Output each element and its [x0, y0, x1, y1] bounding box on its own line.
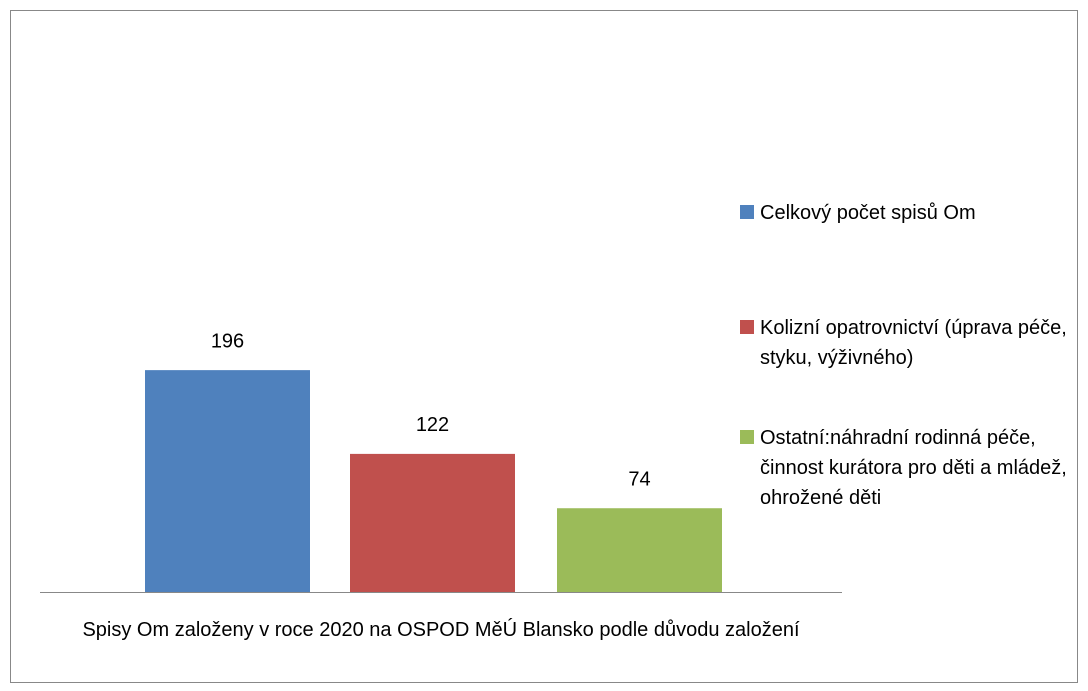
legend-swatch	[740, 430, 754, 444]
bar	[145, 370, 310, 592]
data-label: 122	[416, 414, 449, 436]
legend-label: Ostatní:náhradní rodinná péče, činnost k…	[760, 427, 1067, 509]
legend-swatch	[740, 320, 754, 334]
bar	[350, 453, 515, 592]
legend-label: Kolizní opatrovnictví (úprava péče, styk…	[760, 317, 1067, 369]
bar	[557, 508, 722, 592]
data-label: 74	[628, 469, 650, 491]
legend-item: Celkový počet spisů Om	[740, 198, 1088, 228]
x-tick-label: Spisy Om založeny v roce 2020 na OSPOD M…	[82, 619, 800, 641]
legend-item: Ostatní:náhradní rodinná péče, činnost k…	[740, 423, 1088, 513]
legend-label: Celkový počet spisů Om	[760, 202, 976, 224]
legend-swatch	[740, 205, 754, 219]
legend-item: Kolizní opatrovnictví (úprava péče, styk…	[740, 313, 1088, 373]
data-label: 196	[211, 330, 244, 352]
